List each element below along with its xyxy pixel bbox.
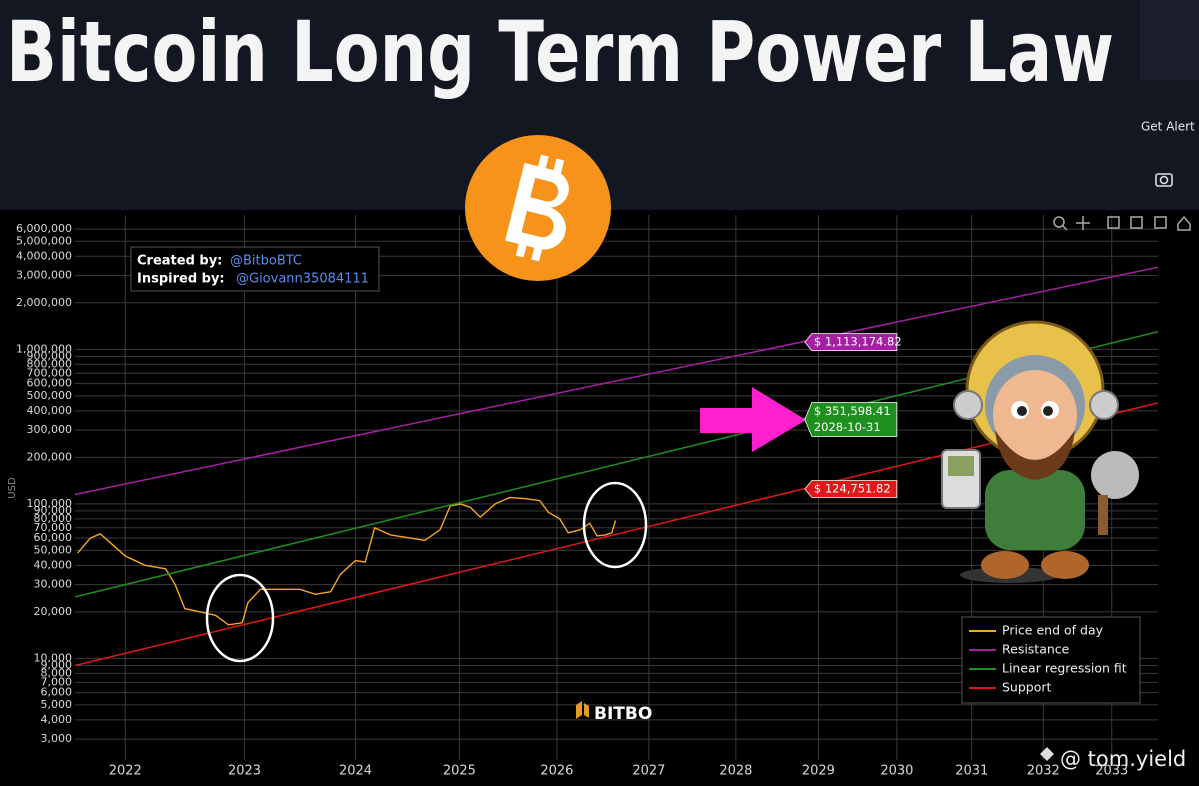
y-tick-label: 400,000 bbox=[27, 404, 73, 417]
y-tick-label: 7,000 bbox=[41, 675, 73, 688]
header-panel bbox=[1140, 0, 1199, 80]
y-tick-label: 100,000 bbox=[27, 497, 73, 510]
y-tick-label: 10,000 bbox=[34, 651, 73, 664]
y-tick-label: 3,000 bbox=[41, 732, 73, 745]
legend-label: Linear regression fit bbox=[1002, 661, 1127, 676]
y-tick-label: 8,000 bbox=[41, 666, 73, 679]
x-tick-label: 2026 bbox=[540, 764, 573, 779]
y-tick-label: 600,000 bbox=[27, 377, 73, 390]
y-tick-label: 80,000 bbox=[34, 512, 73, 525]
x-tick-label: 2025 bbox=[443, 764, 476, 779]
annotation-label: $ 351,598.41 bbox=[814, 404, 891, 418]
legend-label: Resistance bbox=[1002, 642, 1070, 657]
y-tick-label: 300,000 bbox=[27, 423, 73, 436]
watermark-text: BITBO bbox=[594, 704, 652, 724]
y-tick-label: 4,000,000 bbox=[16, 249, 72, 262]
y-tick-label: 2,000,000 bbox=[16, 296, 72, 309]
x-tick-label: 2028 bbox=[719, 764, 752, 779]
annotation-label: $ 1,113,174.82 bbox=[814, 335, 902, 349]
y-tick-label: 6,000,000 bbox=[16, 222, 72, 235]
pointer-arrow bbox=[700, 387, 806, 452]
y-tick-label: 9,000 bbox=[41, 658, 73, 671]
annotation-date: 2028-10-31 bbox=[814, 420, 881, 434]
y-tick-label: 1,000,000 bbox=[16, 342, 72, 355]
x-tick-label: 2027 bbox=[632, 764, 665, 779]
page-title: Bitcoin Long Term Power Law bbox=[6, 3, 1114, 101]
credits-box: Created by: @BitboBTC Inspired by: @Giov… bbox=[130, 246, 380, 292]
x-tick-label: 2033 bbox=[1095, 764, 1128, 779]
y-tick-label: 30,000 bbox=[34, 578, 73, 591]
x-tick-label: 2022 bbox=[109, 764, 142, 779]
y-tick-label: 3,000,000 bbox=[16, 269, 72, 282]
series-line bbox=[75, 266, 1158, 496]
annotation-box bbox=[804, 333, 898, 352]
y-tick-label: 60,000 bbox=[34, 531, 73, 544]
credit-label: Created by: bbox=[137, 254, 222, 269]
annotation-label: $ 124,751.82 bbox=[814, 482, 891, 496]
y-tick-label: 200,000 bbox=[27, 450, 73, 463]
handle-text: @ tom.yield bbox=[1060, 747, 1186, 771]
legend-label: Support bbox=[1002, 680, 1052, 695]
x-tick-label: 2029 bbox=[802, 764, 835, 779]
x-tick-label: 2031 bbox=[955, 764, 988, 779]
series-line bbox=[77, 496, 617, 626]
y-axis-label: USD bbox=[7, 477, 18, 499]
series-line bbox=[75, 402, 1158, 667]
y-tick-label: 800,000 bbox=[27, 357, 73, 370]
toolbar[interactable] bbox=[1053, 215, 1191, 231]
alert-button[interactable]: Get Alert bbox=[1141, 120, 1195, 134]
credit-link[interactable]: @BitboBTC bbox=[230, 254, 302, 269]
legend: Price end of day Resistance Linear regress… bbox=[961, 616, 1141, 704]
x-tick-label: 2024 bbox=[339, 764, 372, 779]
y-tick-label: 70,000 bbox=[34, 521, 73, 534]
y-tick-label: 500,000 bbox=[27, 389, 73, 402]
credit-label: Inspired by: bbox=[137, 272, 225, 287]
annotation-box bbox=[804, 480, 898, 498]
y-tick-label: 6,000 bbox=[41, 686, 73, 699]
y-tick-label: 5,000 bbox=[41, 698, 73, 711]
x-tick-label: 2023 bbox=[228, 764, 261, 779]
mascot bbox=[941, 320, 1139, 583]
legend-label: Price end of day bbox=[1002, 623, 1104, 638]
footer-handle: @ tom.yield bbox=[1040, 747, 1186, 771]
y-tick-label: 700,000 bbox=[27, 366, 73, 379]
highlight-circle bbox=[205, 573, 275, 663]
highlight-circle bbox=[582, 481, 648, 569]
camera-icon[interactable] bbox=[1155, 173, 1173, 187]
y-tick-label: 4,000 bbox=[41, 713, 73, 726]
credit-link[interactable]: @Giovann35084111 bbox=[236, 272, 369, 287]
y-tick-label: 20,000 bbox=[34, 605, 73, 618]
y-tick-label: 40,000 bbox=[34, 558, 73, 571]
y-tick-label: 5,000,000 bbox=[16, 234, 72, 247]
y-tick-label: 50,000 bbox=[34, 543, 73, 556]
x-tick-label: 2030 bbox=[880, 764, 913, 779]
x-tick-label: 2032 bbox=[1027, 764, 1060, 779]
y-tick-label: 900,000 bbox=[27, 349, 73, 362]
annotation-box bbox=[804, 402, 898, 437]
bitcoin-logo bbox=[465, 135, 611, 281]
watermark: BITBO bbox=[576, 701, 652, 724]
y-tick-label: 90,000 bbox=[34, 504, 73, 517]
